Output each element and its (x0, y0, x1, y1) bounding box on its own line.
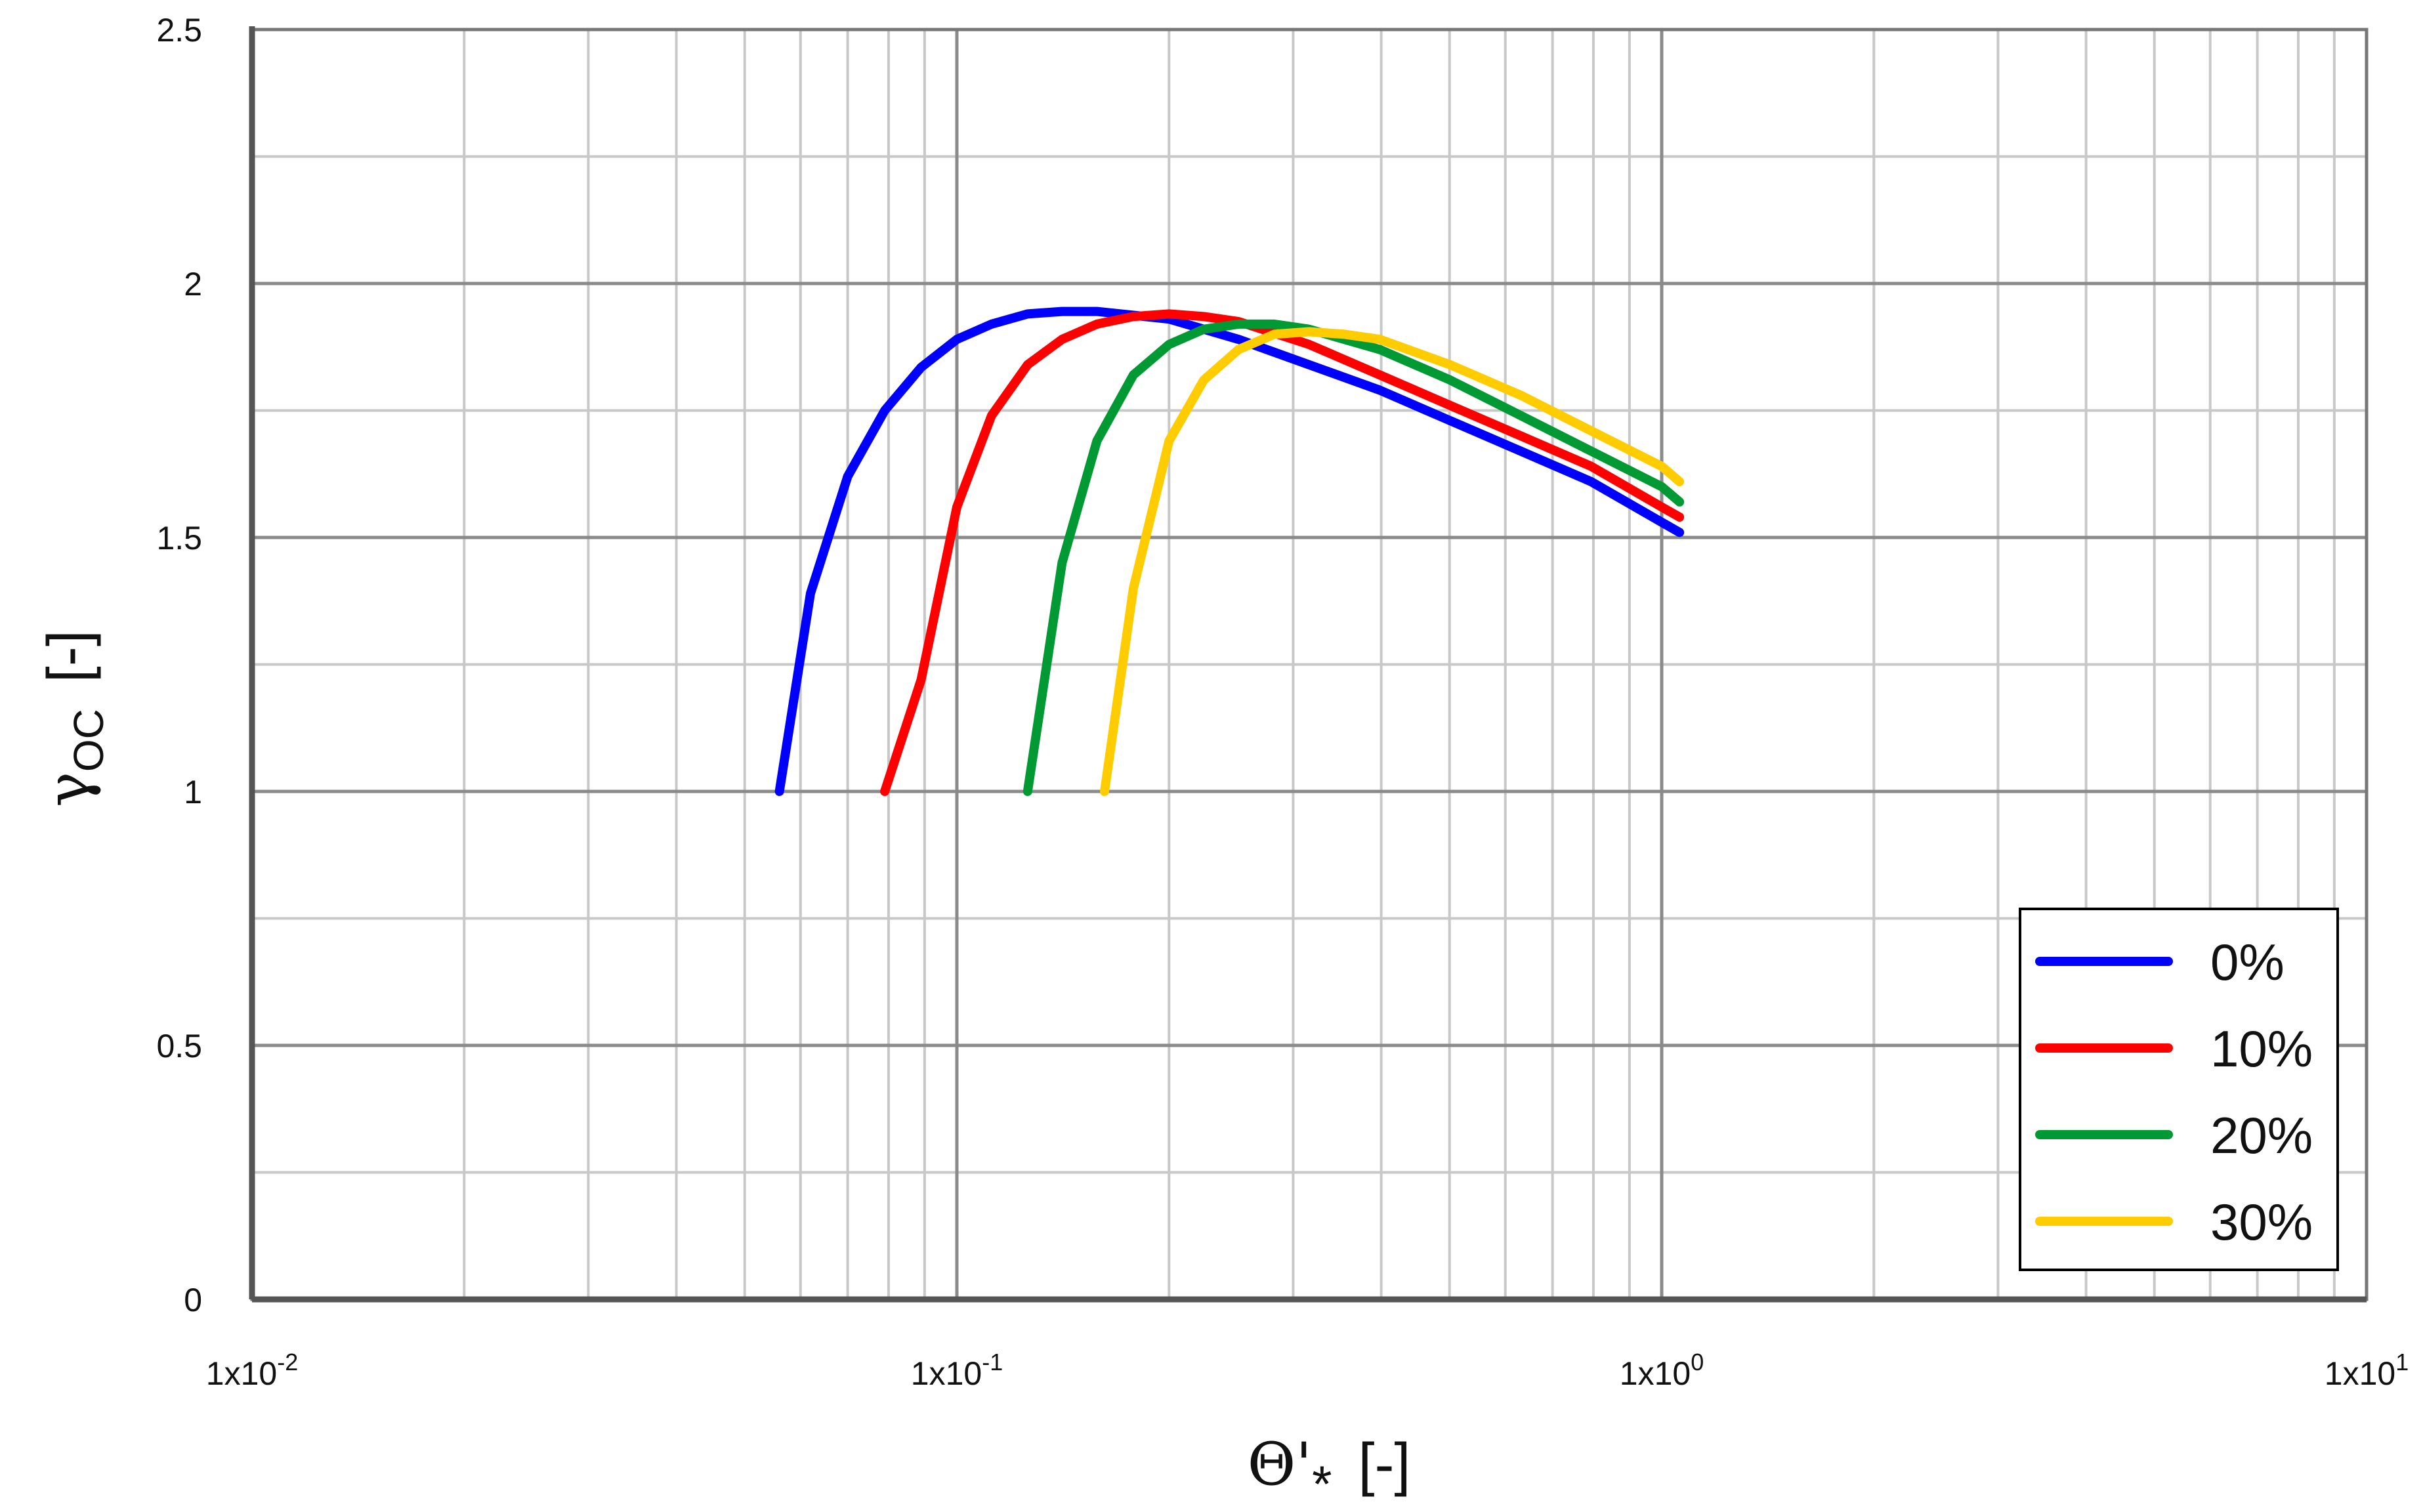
x-axis-unit: [-] (1358, 1432, 1410, 1498)
legend-label: 30% (2210, 1193, 2313, 1251)
y-axis-label: γOC [-] (34, 630, 112, 807)
series-line (1100, 327, 1685, 796)
series-line (774, 306, 1685, 796)
legend-label: 20% (2210, 1106, 2313, 1164)
y-tick-label: 0 (184, 1282, 202, 1318)
y-axis-unit: [-] (36, 630, 102, 682)
series-line (880, 309, 1685, 796)
legend: 0% 10% 20% 30% (2019, 908, 2339, 1271)
axes (249, 26, 2367, 1303)
legend-label: 10% (2210, 1020, 2313, 1078)
legend-label: 0% (2210, 933, 2285, 991)
x-tick-label: 1x101 (2325, 1349, 2409, 1392)
x-axis-subscript: * (1312, 1455, 1332, 1512)
y-tick-label: 1 (184, 774, 202, 810)
y-tick-label: 1.5 (156, 520, 202, 556)
y-tick-label: 2 (184, 266, 202, 303)
y-tick-label: 0.5 (156, 1028, 202, 1064)
y-tick-labels: 0 0.5 1 1.5 2 2.5 (156, 12, 202, 1318)
x-tick-label: 1x10-1 (911, 1349, 1003, 1392)
y-tick-label: 2.5 (156, 12, 202, 49)
series-line (1022, 319, 1685, 796)
legend-box (2019, 908, 2339, 1271)
x-tick-labels: 1x10-2 1x10-1 1x100 1x101 (206, 1349, 2409, 1392)
x-tick-label: 1x10-2 (206, 1349, 298, 1392)
y-axis-subscript: OC (65, 709, 112, 772)
x-axis-symbol: Θ' (1248, 1430, 1313, 1499)
x-tick-label: 1x100 (1620, 1349, 1704, 1392)
y-axis-symbol: γ (34, 772, 103, 807)
x-axis-label: Θ'* [-] (1248, 1430, 1411, 1512)
series-lines (774, 306, 1685, 796)
